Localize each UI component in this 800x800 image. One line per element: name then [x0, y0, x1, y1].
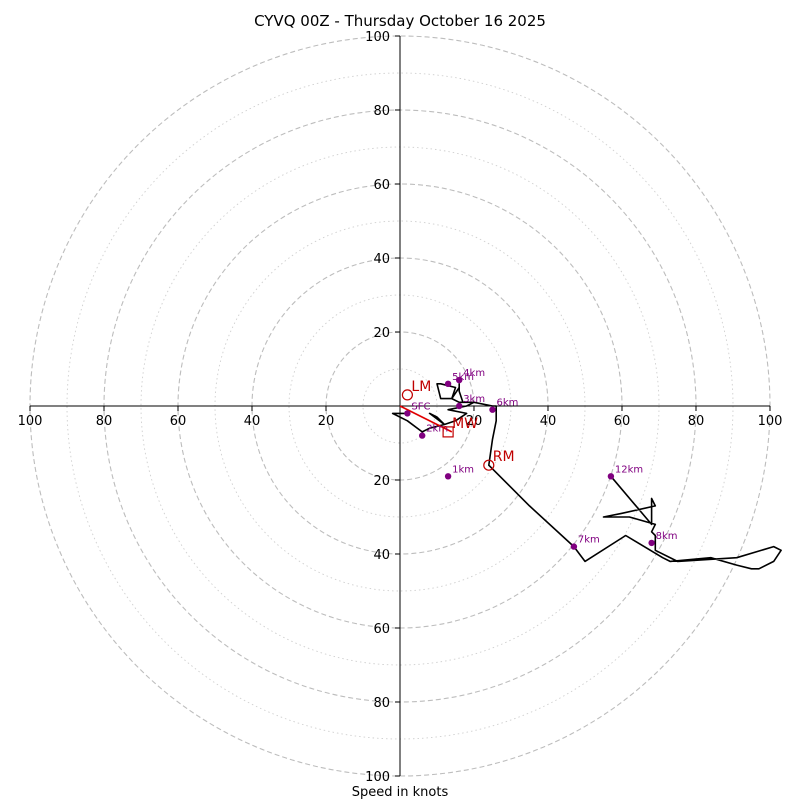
height-marker-sfc: [404, 410, 411, 417]
height-marker-6km: [489, 406, 496, 413]
y-tick-label: 20: [373, 474, 390, 489]
tick-labels: 100 80 60 40 20 20 40 60 80 100 100 80 60 40 20 20 40 60 8…: [18, 30, 783, 785]
x-tick-label: 60: [614, 414, 631, 429]
height-label-8km: 8km: [656, 531, 678, 542]
height-label-12km: 12km: [615, 464, 643, 475]
height-label-4km: 4km: [463, 368, 485, 379]
storm-motion-mw-label: MW: [452, 416, 478, 432]
height-label-2km: 2km: [426, 424, 448, 435]
height-marker-4km: [456, 376, 463, 384]
y-tick-label: 60: [373, 178, 390, 193]
y-tick-label: 60: [373, 622, 390, 637]
x-tick-label: 100: [758, 414, 783, 429]
height-label-6km: 6km: [497, 398, 519, 409]
storm-motion-markers: LM RM MW: [401, 379, 515, 471]
x-tick-label: 60: [170, 414, 187, 429]
height-marker-7km: [570, 543, 578, 550]
storm-motion-lm-label: LM: [411, 379, 431, 395]
height-marker-1km: [444, 473, 452, 480]
y-tick-label: 80: [373, 104, 390, 119]
y-tick-label: 40: [373, 252, 390, 267]
height-label-7km: 7km: [578, 535, 600, 546]
hodograph-line: [391, 382, 782, 570]
x-tick-label: 40: [244, 414, 261, 429]
storm-motion-lm-marker: [401, 389, 413, 401]
height-marker-3km: [456, 402, 463, 410]
x-tick-label: 20: [318, 414, 335, 429]
height-marker-2km: [419, 432, 426, 439]
y-tick-label: 100: [365, 770, 390, 785]
x-tick-label: 80: [688, 414, 705, 429]
height-marker-8km: [648, 539, 655, 547]
x-axis-label: Speed in knots: [352, 785, 449, 800]
y-tick-label: 80: [373, 696, 390, 711]
x-tick-label: 20: [466, 414, 483, 429]
x-tick-label: 40: [540, 414, 557, 429]
height-label-5km: 5km: [452, 372, 474, 383]
x-tick-label: 80: [96, 414, 113, 429]
height-label-3km: 3km: [463, 394, 485, 405]
height-label-1km: 1km: [452, 464, 474, 475]
y-tick-label: 40: [373, 548, 390, 563]
y-tick-label: 20: [373, 326, 390, 341]
height-label-sfc: SFC: [411, 401, 430, 412]
x-tick-label: 100: [18, 414, 43, 429]
height-marker-5km: [444, 380, 452, 387]
storm-motion-rm-marker: [483, 459, 495, 471]
storm-motion-rm-label: RM: [493, 449, 515, 465]
height-marker-12km: [607, 473, 615, 480]
chart-title: CYVQ 00Z - Thursday October 16 2025: [254, 12, 546, 30]
storm-motion-mw-marker: [442, 426, 454, 438]
y-tick-label: 100: [365, 30, 390, 45]
